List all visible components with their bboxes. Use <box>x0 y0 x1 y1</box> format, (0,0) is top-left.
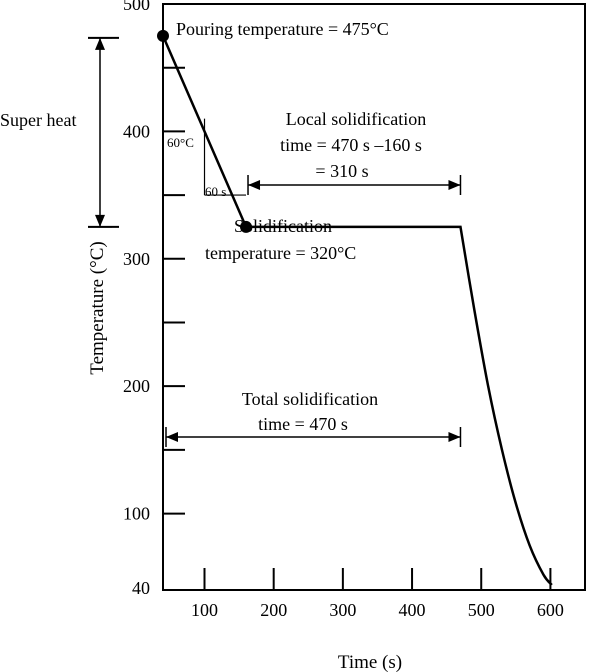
local-solidification-line3: = 310 s <box>315 161 368 181</box>
local-solidification-arrow-head-end <box>448 180 461 190</box>
x-tick-label: 500 <box>468 600 495 620</box>
axis-ticks <box>163 3 552 590</box>
total-solidification-line1: Total solidification <box>242 389 378 409</box>
y-tick-label: 200 <box>123 376 150 396</box>
curve-point-marker <box>240 220 253 233</box>
local-solidification-arrow <box>247 175 462 195</box>
solidification-temperature-line2: temperature = 320°C <box>205 243 356 263</box>
y-tick-label: 100 <box>123 504 150 524</box>
plot-frame <box>162 3 586 591</box>
solidification-temperature-line1: Solidification <box>234 216 332 236</box>
curve-layer <box>157 29 553 586</box>
y-tick-label: 400 <box>123 121 150 141</box>
y-tick-label: 500 <box>123 0 150 14</box>
x-tick-label: 100 <box>191 600 218 620</box>
total-solidification-arrow-head-end <box>448 432 461 442</box>
x-axis-title: Time (s) <box>338 652 402 672</box>
super-heat-label: Super heat <box>0 110 76 130</box>
slope-dy-label: 60°C <box>167 135 194 150</box>
local-solidification-arrow-head-start <box>248 180 261 190</box>
y-tick-label: 300 <box>123 249 150 269</box>
cooling-curve-line <box>161 35 553 586</box>
local-solidification-line1: Local solidification <box>286 109 426 129</box>
super-heat-arrow-head-bottom <box>95 214 105 227</box>
annotation-arrows <box>88 36 462 447</box>
origin-label: 40 <box>132 578 150 598</box>
slope-dx-label: 60 s <box>205 184 226 199</box>
x-tick-label: 200 <box>260 600 287 620</box>
total-solidification-arrow <box>165 427 462 447</box>
axis-tick-labels: 100 200 300 400 500 600 40 100 200 300 400 500 <box>123 0 564 620</box>
super-heat-arrow-head-top <box>95 37 105 50</box>
super-heat-arrow <box>88 37 112 228</box>
local-solidification-line2: time = 470 s –160 s <box>280 135 422 155</box>
curve-point-marker <box>157 29 169 42</box>
total-solidification-line2: time = 470 s <box>258 414 348 434</box>
x-tick-label: 400 <box>399 600 426 620</box>
total-solidification-arrow-head-start <box>166 432 178 442</box>
x-tick-label: 600 <box>537 600 564 620</box>
pouring-temperature-label: Pouring temperature = 475°C <box>176 19 389 39</box>
x-tick-label: 300 <box>329 600 356 620</box>
y-axis-title: Temperature (°C) <box>87 241 108 374</box>
